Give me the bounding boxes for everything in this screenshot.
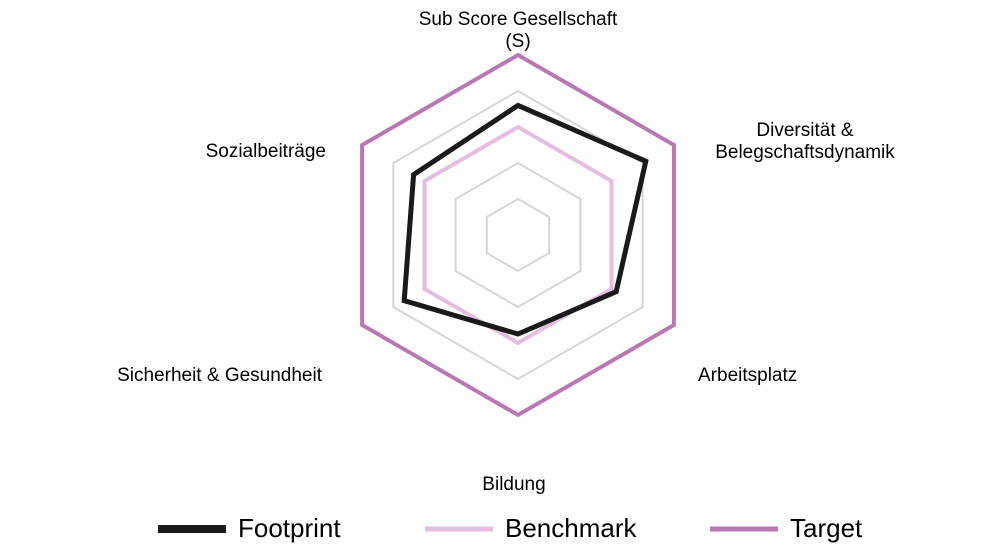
legend-item-target: Target [710, 513, 863, 543]
legend-item-footprint: Footprint [158, 513, 341, 543]
axis-label-2-line-2: Belegschaftsdynamik [715, 142, 895, 163]
series-footprint-polygon [401, 102, 649, 337]
axis-label-2: Diversität & Belegschaftsdynamik [715, 120, 895, 163]
axis-label-3-line-1: Arbeitsplatz [698, 365, 797, 386]
grid-ring-4 [392, 89, 644, 381]
axis-label-6-line-1: Sozialbeiträge [206, 141, 326, 162]
grid-ring-2 [454, 161, 582, 309]
legend-label-footprint: Footprint [238, 513, 341, 543]
legend-label-benchmark: Benchmark [505, 513, 637, 543]
legend-label-target: Target [790, 513, 863, 543]
axis-labels: Sub Score Gesellschaft (S) Diversität & Bel… [117, 9, 895, 495]
axis-label-4: Bildung [482, 474, 545, 495]
grid-ring-3 [423, 125, 613, 345]
series-benchmark-polygon [422, 124, 614, 346]
axis-label-5: Sicherheit & Gesundheit [117, 365, 323, 386]
legend-item-benchmark: Benchmark [425, 513, 637, 543]
axis-label-1: Sub Score Gesellschaft (S) [419, 9, 618, 52]
axis-label-2-line-1: Diversität & [756, 120, 853, 141]
axis-label-3: Arbeitsplatz [698, 365, 797, 386]
series-target-polygon [360, 52, 676, 418]
axis-label-4-line-1: Bildung [482, 474, 545, 495]
axis-label-1-line-2: (S) [505, 31, 530, 52]
axis-label-5-line-1: Sicherheit & Gesundheit [117, 365, 323, 386]
axis-label-1-line-1: Sub Score Gesellschaft [419, 9, 618, 30]
axis-label-6: Sozialbeiträge [206, 141, 326, 162]
grid-ring-1 [485, 197, 551, 273]
legend: Footprint Benchmark Target [158, 513, 863, 543]
radar-series [360, 52, 676, 418]
